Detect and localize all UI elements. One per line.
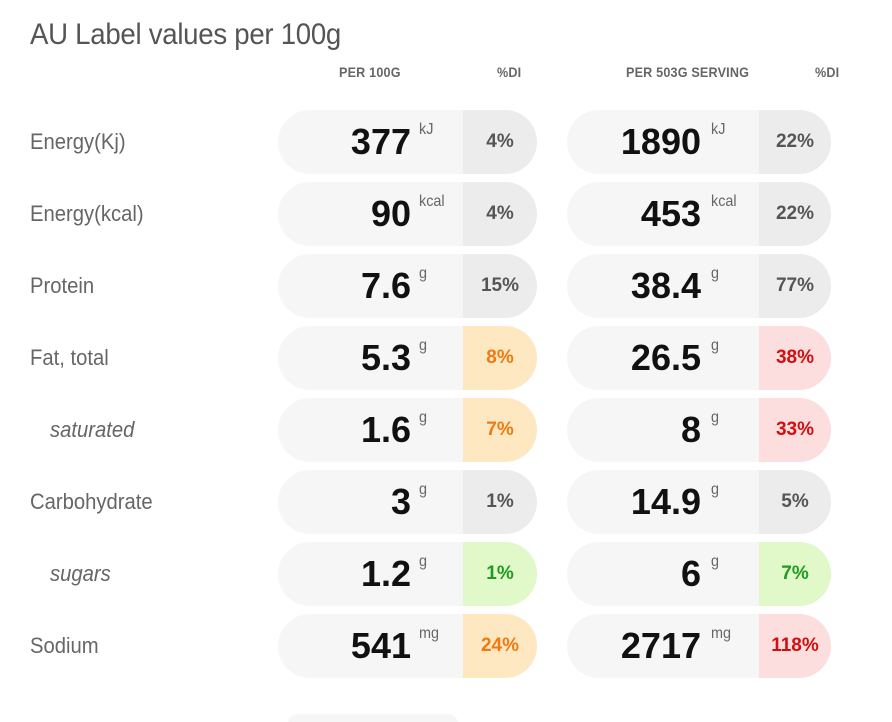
nutrient-row: Fat, total 5.3 g 8% 26.5 g 38% [0, 326, 892, 390]
daily-intake-badge-per-serving: 22% [759, 182, 831, 246]
value-per-serving: 453 [640, 193, 701, 234]
nutrient-label: Carbohydrate [30, 489, 153, 514]
column-header-per-serving: PER 503G SERVING [626, 64, 750, 80]
value-per-100g: 3 [390, 481, 411, 522]
unit-per-serving: g [711, 337, 720, 354]
column-header-di-per-100g: %DI [497, 64, 522, 80]
value-per-serving: 8 [680, 409, 701, 450]
value-pill-per-100g: 377 kJ 4% [278, 110, 537, 174]
value-per-100g: 541 [350, 625, 411, 666]
value-per-serving: 14.9 [630, 481, 701, 522]
page-title: AU Label values per 100g [30, 18, 342, 51]
unit-per-100g: kcal [419, 193, 445, 210]
unit-per-serving: g [711, 265, 720, 282]
daily-intake-badge-per-100g: 4% [463, 110, 537, 174]
daily-intake-badge-per-serving: 7% [759, 542, 831, 606]
value-pill-per-100g: 3 g 1% [278, 470, 537, 534]
value-per-100g: 1.6 [360, 409, 411, 450]
value-pill-per-serving: 453 kcal 22% [567, 182, 831, 246]
unit-per-100g: kJ [419, 121, 434, 138]
nutrient-row: Sodium 541 mg 24% 2717 mg 118% [0, 614, 892, 678]
unit-per-serving: g [711, 409, 720, 426]
value-pill-per-serving: 38.4 g 77% [567, 254, 831, 318]
nutrient-label: Energy(Kj) [30, 129, 126, 154]
value-per-serving: 1890 [620, 121, 701, 162]
daily-intake-badge-per-serving: 38% [759, 326, 831, 390]
daily-intake-badge-per-100g: 8% [463, 326, 537, 390]
column-header-per-100g: PER 100G [339, 64, 401, 80]
daily-intake-badge-per-serving: 77% [759, 254, 831, 318]
next-row-pill [288, 714, 458, 722]
nutrient-row: Carbohydrate 3 g 1% 14.9 g 5% [0, 470, 892, 534]
daily-intake-badge-per-100g: 24% [463, 614, 537, 678]
value-pill-per-serving: 2717 mg 118% [567, 614, 831, 678]
daily-intake-badge-per-serving: 118% [759, 614, 831, 678]
daily-intake-badge-per-100g: 1% [463, 542, 537, 606]
unit-per-100g: g [419, 409, 428, 426]
value-per-100g: 5.3 [360, 337, 411, 378]
daily-intake-badge-per-100g: 15% [463, 254, 537, 318]
nutrient-label: Sodium [30, 633, 99, 658]
daily-intake-badge-per-serving: 22% [759, 110, 831, 174]
value-per-serving: 26.5 [630, 337, 701, 378]
nutrient-row: sugars 1.2 g 1% 6 g 7% [0, 542, 892, 606]
nutrient-label: Fat, total [30, 345, 109, 370]
value-per-serving: 6 [680, 553, 701, 594]
nutrient-row: Energy(Kj) 377 kJ 4% 1890 kJ 22% [0, 110, 892, 174]
value-per-serving: 2717 [620, 625, 701, 666]
daily-intake-badge-per-100g: 1% [463, 470, 537, 534]
value-per-serving: 38.4 [630, 265, 701, 306]
daily-intake-badge-per-100g: 4% [463, 182, 537, 246]
unit-per-100g: g [419, 553, 428, 570]
column-header-di-per-serving: %DI [815, 64, 840, 80]
daily-intake-badge-per-serving: 5% [759, 470, 831, 534]
nutrient-label: Energy(kcal) [30, 201, 144, 226]
unit-per-serving: g [711, 481, 720, 498]
unit-per-serving: kJ [711, 121, 726, 138]
value-per-100g: 377 [350, 121, 411, 162]
value-pill-per-100g: 90 kcal 4% [278, 182, 537, 246]
nutrient-label: sugars [50, 561, 111, 586]
value-pill-per-serving: 8 g 33% [567, 398, 831, 462]
daily-intake-badge-per-100g: 7% [463, 398, 537, 462]
value-pill-per-serving: 6 g 7% [567, 542, 831, 606]
value-per-100g: 1.2 [360, 553, 411, 594]
value-pill-per-serving: 26.5 g 38% [567, 326, 831, 390]
value-pill-per-100g: 1.6 g 7% [278, 398, 537, 462]
unit-per-100g: g [419, 481, 428, 498]
nutrient-row: saturated 1.6 g 7% 8 g 33% [0, 398, 892, 462]
unit-per-serving: kcal [711, 193, 737, 210]
value-pill-per-100g: 7.6 g 15% [278, 254, 537, 318]
unit-per-serving: g [711, 553, 720, 570]
value-pill-per-serving: 1890 kJ 22% [567, 110, 831, 174]
value-per-100g: 90 [370, 193, 411, 234]
unit-per-serving: mg [711, 625, 732, 642]
daily-intake-badge-per-serving: 33% [759, 398, 831, 462]
value-pill-per-serving: 14.9 g 5% [567, 470, 831, 534]
value-pill-per-100g: 1.2 g 1% [278, 542, 537, 606]
unit-per-100g: g [419, 337, 428, 354]
nutrient-label: saturated [50, 417, 135, 442]
nutrient-row: Protein 7.6 g 15% 38.4 g 77% [0, 254, 892, 318]
unit-per-100g: g [419, 265, 428, 282]
nutrient-row: Energy(kcal) 90 kcal 4% 453 kcal 22% [0, 182, 892, 246]
value-pill-per-100g: 5.3 g 8% [278, 326, 537, 390]
value-per-100g: 7.6 [360, 265, 411, 306]
value-pill-per-100g: 541 mg 24% [278, 614, 537, 678]
unit-per-100g: mg [419, 625, 440, 642]
nutrient-label: Protein [30, 273, 95, 298]
